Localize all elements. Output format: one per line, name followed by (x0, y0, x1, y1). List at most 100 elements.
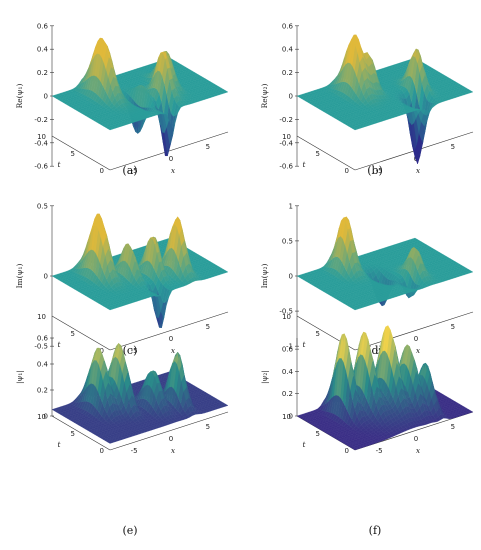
x-axis (109, 411, 229, 451)
t-axis (51, 315, 111, 351)
z-tick-label: 0 (289, 273, 293, 281)
x-tick-label: 0 (414, 335, 418, 343)
t-axis-label: t (57, 440, 61, 449)
t-tick-label: 0 (100, 447, 104, 455)
z-tick-label: 0.4 (37, 361, 49, 369)
t-tick-label: 5 (316, 330, 320, 338)
t-axis (296, 135, 356, 171)
t-tick-label: 0 (345, 447, 349, 455)
x-tick-label: 0 (169, 335, 173, 343)
t-tick-label: 10 (37, 413, 46, 421)
x-tick-label: 5 (206, 143, 210, 151)
x-tick-label: 5 (451, 323, 455, 331)
z-tick-label: -0.2 (279, 116, 293, 124)
z-axis-label: Im(ψ₂) (260, 264, 269, 289)
t-axis-label: t (57, 340, 61, 349)
t-axis (51, 135, 111, 171)
z-tick-label: -0.6 (34, 163, 48, 171)
x-tick-label: 5 (451, 143, 455, 151)
x-tick-label: 5 (206, 423, 210, 431)
z-tick-label: 0 (289, 93, 293, 101)
t-tick-label: 0 (345, 167, 349, 175)
t-tick-label: 10 (282, 133, 291, 141)
t-tick-label: 5 (71, 430, 75, 438)
z-tick-label: 0.6 (282, 346, 294, 354)
x-tick-label: -5 (131, 447, 138, 455)
surface (296, 325, 474, 451)
t-tick-label: 5 (316, 150, 320, 158)
x-axis-label: x (171, 166, 176, 175)
surface (296, 216, 474, 311)
z-tick-label: 0 (44, 413, 48, 421)
x-tick-label: -5 (376, 447, 383, 455)
t-tick-label: 5 (71, 150, 75, 158)
z-tick-label: 0.2 (37, 69, 48, 77)
z-tick-label: -0.5 (279, 308, 293, 316)
z-tick-label: 0.5 (282, 237, 293, 245)
x-axis-label: x (171, 346, 176, 355)
t-axis-label: t (302, 160, 306, 169)
z-tick-label: -0.4 (34, 139, 48, 147)
panel-a: 0.6 0.4 0.2 0 -0.2 -0.4 -0.6 Re(ψ₁) 0 5 10 t -5 0 5 x (a… (15, 22, 229, 177)
t-axis (51, 415, 111, 451)
panel-caption: (c) (123, 344, 138, 357)
t-axis-label: t (57, 160, 61, 169)
t-tick-label: 5 (316, 430, 320, 438)
t-tick-label: 10 (37, 313, 46, 321)
surface (51, 213, 229, 329)
t-tick-label: 10 (282, 313, 291, 321)
z-tick-label: 0.6 (282, 22, 294, 30)
z-axis-label: Re(ψ₁) (15, 84, 24, 109)
z-tick-label: -0.4 (279, 139, 293, 147)
t-tick-label: 5 (71, 330, 75, 338)
z-axis-label: |ψ₂| (260, 370, 269, 384)
surface (51, 342, 229, 444)
z-tick-label: -0.5 (34, 343, 48, 351)
x-tick-label: 0 (169, 435, 173, 443)
t-tick-label: 0 (100, 167, 104, 175)
t-tick-label: 0 (100, 347, 104, 355)
surface (51, 37, 229, 156)
panel-b: 0.60.40.20-0.2-0.4-0.6Re(ψ₂)0510t-505x(b… (260, 22, 474, 177)
t-axis-label: t (302, 440, 306, 449)
z-tick-label: -1 (286, 343, 293, 351)
z-tick-label: 0.2 (37, 387, 48, 395)
x-axis-label: x (416, 346, 421, 355)
t-axis-label: t (302, 340, 306, 349)
panel-f: 0.6 0.4 0.2 0 |ψ₂| 0 5 10 t -5 0 5 x (f) (260, 325, 474, 537)
x-tick-label: 0 (169, 155, 173, 163)
x-tick-label: 0 (414, 435, 418, 443)
x-axis (109, 311, 229, 351)
x-tick-label: -5 (376, 167, 383, 175)
z-tick-label: 1 (289, 202, 293, 210)
z-tick-label: 0 (44, 273, 48, 281)
x-tick-label: 5 (451, 423, 455, 431)
z-tick-label: 0.5 (37, 202, 48, 210)
z-tick-label: 0.2 (282, 69, 293, 77)
panel-caption: (e) (122, 524, 137, 537)
x-axis (354, 311, 474, 351)
z-tick-label: -0.6 (279, 163, 293, 171)
z-tick-label: 0.6 (37, 22, 49, 30)
x-tick-label: -5 (376, 347, 383, 355)
panel-caption: (f) (369, 524, 382, 537)
panel-e: 0.6 0.4 0.2 0 |ψ₁| 0 5 10 t -5 0 5 x (e) (15, 335, 229, 537)
z-tick-label: 0 (44, 93, 48, 101)
z-tick-label: 0.4 (282, 46, 294, 54)
surface (296, 34, 474, 165)
x-tick-label: 5 (206, 323, 210, 331)
z-tick-label: -0.2 (34, 116, 48, 124)
panel-caption: (b) (367, 164, 383, 177)
x-tick-label: -5 (131, 347, 138, 355)
x-tick-label: -5 (131, 167, 138, 175)
x-axis-label: x (416, 446, 421, 455)
z-tick-label: 0.2 (282, 390, 293, 398)
x-axis (109, 131, 229, 171)
z-tick-label: 0 (289, 413, 293, 421)
z-axis-label: |ψ₁| (15, 370, 24, 384)
panel-c: 0.5 0 -0.5 Im(ψ₁) 0 5 10 t -5 0 5 x (c) (15, 202, 229, 357)
t-tick-label: 10 (37, 133, 46, 141)
z-tick-label: 0.4 (37, 46, 49, 54)
